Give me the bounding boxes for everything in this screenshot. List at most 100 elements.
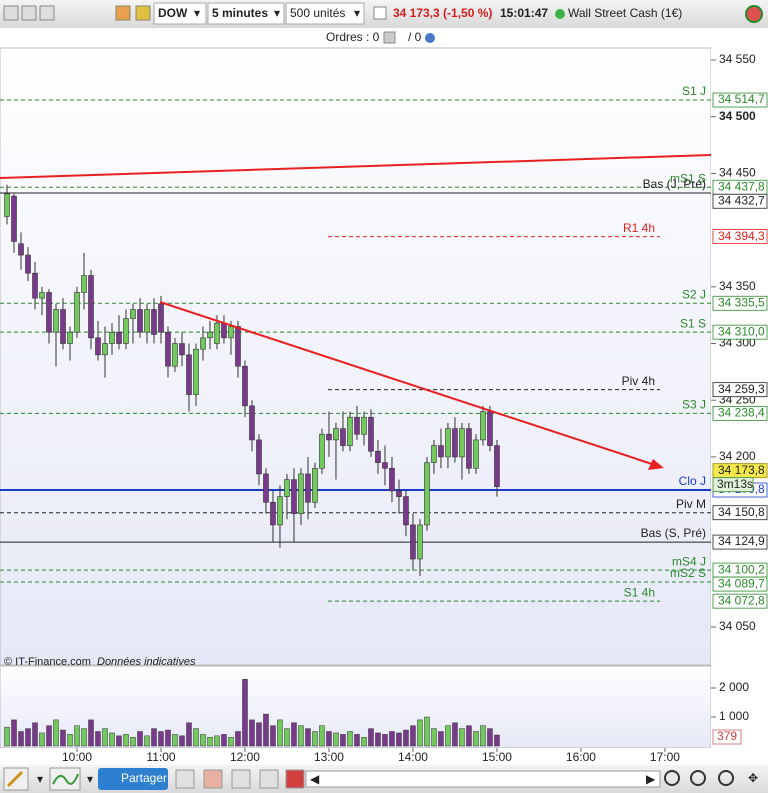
level-price-label: 34 514,7 <box>718 92 765 106</box>
volume-bar <box>431 728 437 747</box>
volume-bar <box>179 735 185 747</box>
candle-body <box>361 416 367 435</box>
x-tick-label: 11:00 <box>146 750 175 764</box>
candle-body <box>88 275 94 339</box>
volume-bar <box>88 719 94 747</box>
level-price-box <box>712 505 768 521</box>
candle-body <box>480 411 486 441</box>
candle-body <box>291 479 297 514</box>
zoom-out[interactable] <box>690 770 706 786</box>
chart-type-icon[interactable] <box>115 5 131 21</box>
candle-body <box>235 326 241 367</box>
candle-body <box>298 473 304 514</box>
level-name: mS2 S <box>670 566 706 580</box>
volume-bar <box>214 735 220 747</box>
volume-bar <box>277 719 283 747</box>
volume-bar <box>480 725 486 747</box>
volume-bar <box>4 726 10 747</box>
scroll-left[interactable]: ◀ <box>310 772 320 786</box>
candle-body <box>214 322 220 344</box>
tool-button[interactable] <box>259 769 279 789</box>
level-price-label: 34 335,5 <box>718 295 765 309</box>
volume-bar <box>305 728 311 747</box>
candle-body <box>263 473 269 503</box>
volume-bar <box>81 728 87 747</box>
candle-body <box>200 337 206 350</box>
tool-button[interactable] <box>285 769 305 789</box>
candle-body <box>277 496 283 526</box>
print-icon[interactable] <box>373 6 387 20</box>
candle-body <box>95 337 101 356</box>
candle-body <box>165 331 171 367</box>
volume-bar <box>67 734 73 747</box>
candle-body <box>284 479 290 497</box>
volume-bar <box>32 722 38 747</box>
level-price-box <box>712 382 768 398</box>
candle-body <box>130 309 136 319</box>
zoom-in[interactable] <box>718 770 734 786</box>
volume-bar <box>473 731 479 747</box>
candle-body <box>487 411 493 446</box>
volume-bar <box>263 713 269 747</box>
dropdown-arrow: ▾ <box>274 6 280 20</box>
trend-line[interactable] <box>159 301 653 465</box>
orders-total: / 0 <box>408 30 422 44</box>
tool-button[interactable] <box>175 769 195 789</box>
volume-bar <box>102 728 108 747</box>
volume-bar <box>438 731 444 747</box>
volume-bar <box>452 722 458 747</box>
tool-button[interactable] <box>231 769 251 789</box>
candle-body <box>53 309 59 333</box>
candle-body <box>249 405 255 441</box>
volume-bar <box>130 737 136 747</box>
candle-body <box>109 331 115 344</box>
tool-button[interactable] <box>203 769 223 789</box>
level-price-box <box>712 229 768 244</box>
window-button[interactable] <box>3 5 19 21</box>
level-name: S1 4h <box>624 585 655 599</box>
fullscreen[interactable]: ✥ <box>748 771 758 785</box>
window-button[interactable] <box>39 5 55 21</box>
size-select[interactable] <box>285 2 365 25</box>
x-tick-label: 10:00 <box>62 750 92 764</box>
candle-body <box>396 490 402 497</box>
level-name: S1 J <box>682 84 706 98</box>
volume-bar <box>137 731 143 747</box>
candle-body <box>445 428 451 458</box>
candle-body <box>74 292 80 333</box>
candle-body <box>39 292 45 299</box>
volume-bar <box>445 725 451 747</box>
window-button[interactable] <box>21 5 37 21</box>
orders-icon[interactable] <box>383 31 396 44</box>
volume-tick-label: 2 000 <box>719 680 749 694</box>
scrollbar[interactable] <box>305 770 661 788</box>
level-name: Piv 4h <box>622 374 655 388</box>
candle-body <box>67 331 73 344</box>
candle-body <box>46 292 52 333</box>
candle-body <box>368 416 374 452</box>
share-button[interactable] <box>98 768 168 790</box>
level-price-box <box>712 193 768 209</box>
level-name: S2 J <box>682 287 706 301</box>
level-name: mS4 J <box>672 554 706 568</box>
period-select[interactable] <box>207 2 285 25</box>
candle-body <box>319 433 325 469</box>
candle-body <box>347 416 353 446</box>
level-price-box <box>712 295 768 311</box>
trend-line[interactable] <box>0 154 712 179</box>
volume-bar <box>354 734 360 747</box>
source: © IT-Finance.com <box>4 656 91 668</box>
volume-bar <box>326 731 332 747</box>
scroll-right[interactable]: ▶ <box>646 772 656 786</box>
settings-icon[interactable] <box>425 33 435 43</box>
candle-body <box>221 322 227 339</box>
disclaimer: Données indicatives <box>97 656 196 668</box>
symbol-select[interactable] <box>153 2 207 25</box>
candle-body <box>81 275 87 293</box>
refresh-icon[interactable] <box>745 5 763 23</box>
volume-bar <box>242 679 248 747</box>
candle-body <box>207 331 213 339</box>
zoom-fit[interactable] <box>664 770 680 786</box>
volume-bar <box>382 734 388 747</box>
favorite-icon[interactable] <box>135 5 151 21</box>
